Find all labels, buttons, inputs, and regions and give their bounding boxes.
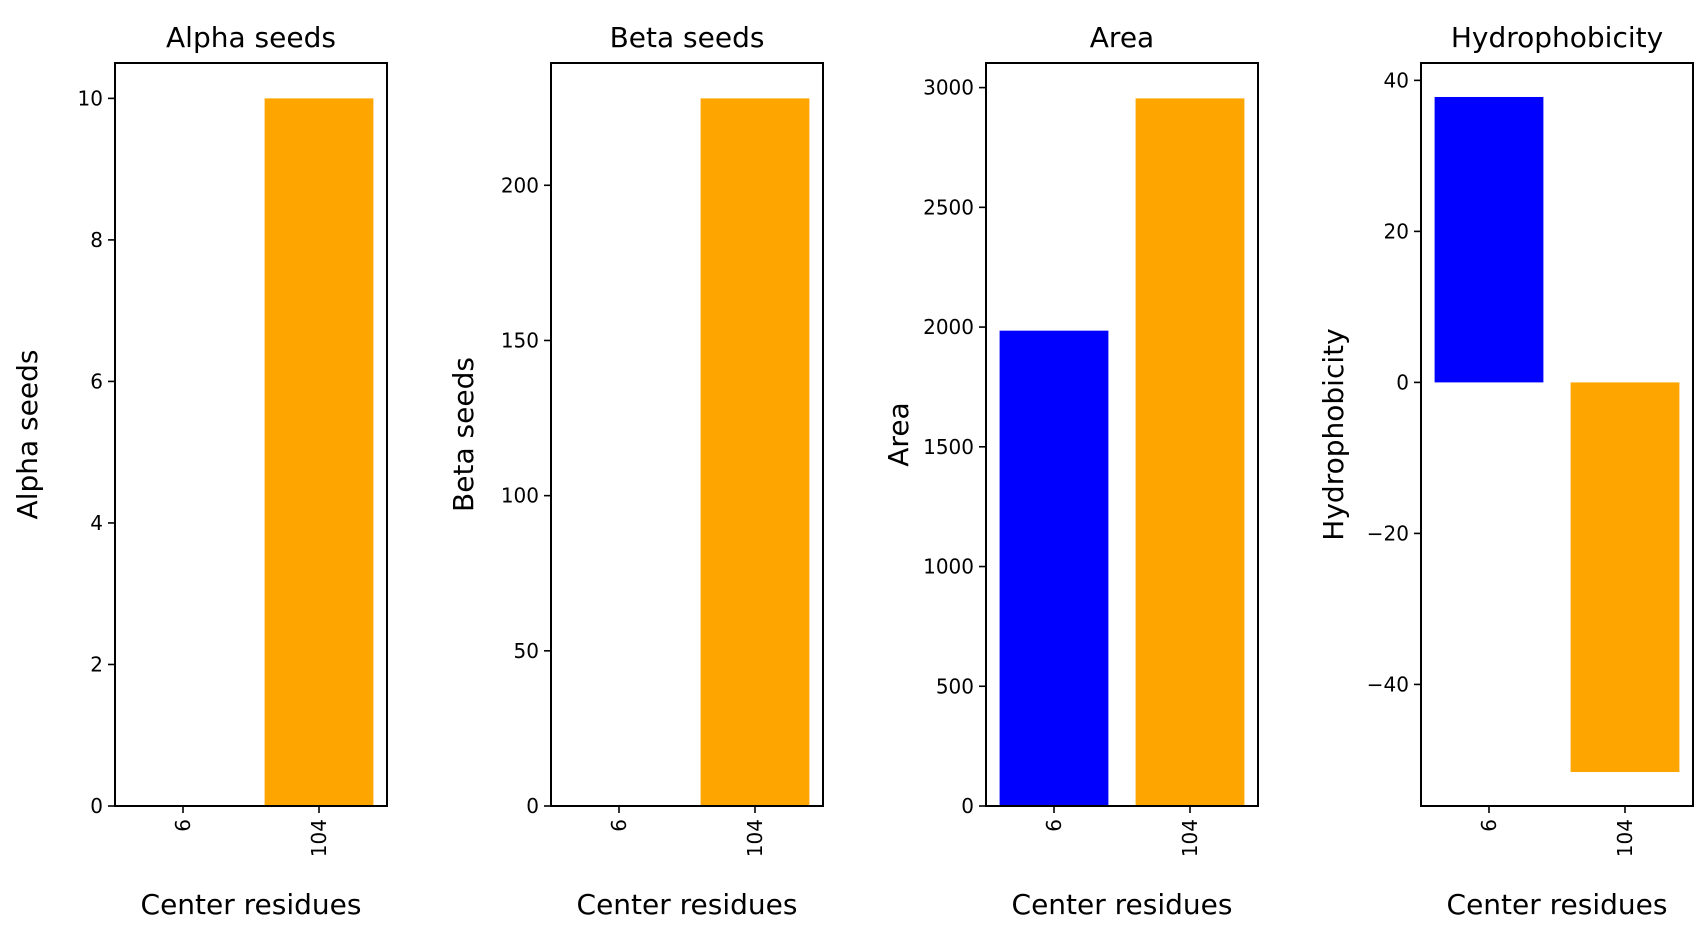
panel-2: 0 50 100 150 200 6 104 Beta seeds Center residue… (447, 21, 824, 921)
x-tick-label: 104 (1178, 819, 1202, 857)
x-tick-label: 6 (1042, 819, 1066, 832)
x-axis-label: Center residues (577, 888, 798, 921)
y-tick-label: 200 (501, 173, 539, 197)
panel-title: Beta seeds (610, 21, 765, 54)
y-tick-label: 2 (90, 652, 103, 676)
plot-frame (1420, 62, 1694, 807)
y-tick-label: −20 (1367, 521, 1409, 545)
x-tick-label: 104 (307, 819, 331, 857)
panel-title: Area (1090, 21, 1154, 54)
x-axis-label: Center residues (1012, 888, 1233, 921)
bar-104 (1570, 382, 1680, 773)
x-axis-label: Center residues (1447, 888, 1668, 921)
y-tick-label: 1000 (923, 555, 974, 579)
y-tick-label: 0 (526, 794, 539, 818)
y-tick-label: 40 (1384, 68, 1409, 92)
panel-title: Hydrophobicity (1451, 21, 1663, 54)
y-tick-label: 0 (1396, 370, 1409, 394)
y-tick-label: 500 (936, 674, 974, 698)
plot-frame (550, 62, 824, 807)
x-axis-label: Center residues (141, 888, 362, 921)
y-tick-label: 0 (961, 794, 974, 818)
x-tick-label: 6 (1477, 819, 1501, 832)
y-tick-label: 4 (90, 511, 103, 535)
plot-frame (114, 62, 388, 807)
panel-3: 0 500 1000 1500 2000 2500 3000 6 104 Area Center r… (882, 21, 1259, 921)
plot-frame (985, 62, 1259, 807)
bar-104 (700, 98, 810, 806)
y-tick-label: 100 (501, 484, 539, 508)
panel-title: Alpha seeds (166, 21, 336, 54)
y-axis-label: Area (882, 402, 915, 466)
panel-1: 0 2 4 6 8 10 6 104 Alpha seeds Center residues Alp… (11, 21, 388, 921)
y-tick-label: 10 (78, 86, 103, 110)
y-tick-label: 20 (1384, 219, 1409, 243)
bar-104 (264, 98, 374, 806)
y-axis-label: Alpha seeds (11, 350, 44, 520)
y-tick-label: 0 (90, 794, 103, 818)
bar-6 (999, 330, 1109, 806)
x-tick-label: 104 (743, 819, 767, 857)
bar-104 (1135, 98, 1245, 806)
y-tick-label: 3000 (923, 76, 974, 100)
bar-6 (1434, 96, 1544, 383)
y-axis-label: Hydrophobicity (1317, 328, 1350, 540)
y-axis-label: Beta seeds (447, 357, 480, 512)
y-tick-label: 150 (501, 328, 539, 352)
y-tick-label: 2000 (923, 315, 974, 339)
x-tick-label: 6 (171, 819, 195, 832)
y-tick-label: 8 (90, 228, 103, 252)
y-tick-label: −40 (1367, 672, 1409, 696)
y-tick-label: 50 (514, 639, 539, 663)
y-tick-label: 6 (90, 369, 103, 393)
panel-4: −40 −20 0 20 40 6 104 Hydrophobicity Center resi… (1317, 21, 1694, 921)
x-tick-label: 6 (607, 819, 631, 832)
y-tick-label: 2500 (923, 195, 974, 219)
x-tick-label: 104 (1613, 819, 1637, 857)
y-tick-label: 1500 (923, 435, 974, 459)
